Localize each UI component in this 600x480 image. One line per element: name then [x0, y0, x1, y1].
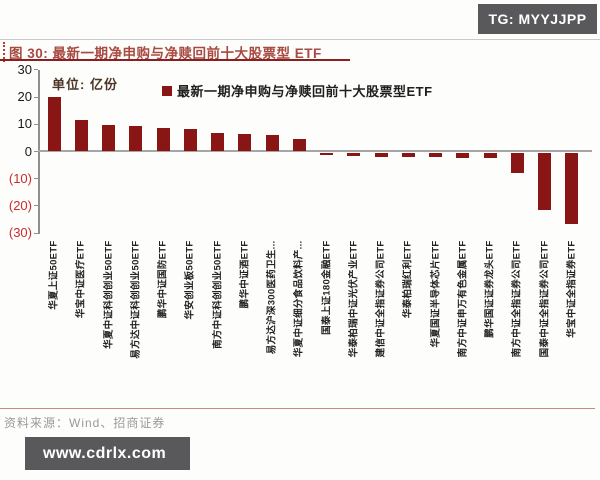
site-watermark-badge: www.cdrlx.com: [25, 437, 190, 470]
y-axis-line: [38, 70, 40, 234]
tg-watermark-badge: TG: MYYJJPP: [478, 4, 597, 34]
category-label: 华宝中证医疗ETF: [75, 240, 87, 318]
category-label: 华宝中证全指证券ETF: [566, 240, 578, 338]
bar: [156, 127, 170, 151]
bar: [429, 153, 443, 158]
category-label: 鹏华国证证券龙头ETF: [484, 240, 496, 338]
category-label: 国泰上证180金融ETF: [321, 240, 333, 335]
category-label: 华夏中证科创创业50ETF: [103, 240, 115, 349]
chart-unit-label: 单位: 亿份: [52, 77, 118, 92]
category-label: 南方中证申万有色金属ETF: [457, 240, 469, 357]
bar: [292, 139, 306, 151]
y-tick-mark: [34, 123, 38, 125]
category-label: 建信中证全指证券公司ETF: [375, 240, 387, 357]
chart-legend: 最新一期净申购与净赎回前十大股票型ETF: [162, 81, 433, 100]
y-tick-label: (20): [8, 197, 32, 213]
bar: [238, 133, 252, 151]
title-underline: [0, 59, 350, 61]
y-tick-mark: [34, 151, 38, 152]
footer-divider: [0, 408, 595, 409]
y-tick-label: 0: [24, 143, 32, 159]
bar: [129, 126, 143, 151]
y-tick-label: 20: [17, 89, 32, 105]
bar: [483, 153, 497, 158]
bar: [102, 125, 116, 151]
y-tick-mark: [34, 96, 38, 98]
figure-title: 图 30: 最新一期净申购与净赎回前十大股票型 ETF: [3, 42, 563, 62]
bar: [456, 153, 470, 158]
y-tick-label: (30): [8, 225, 32, 241]
bar: [510, 153, 524, 173]
category-label: 易方达沪深300医药卫生...: [266, 240, 278, 354]
bar: [374, 153, 388, 157]
bar: [47, 96, 61, 151]
category-label: 易方达中证科创创业50ETF: [130, 240, 142, 359]
category-label: 鹏华中证酒ETF: [239, 240, 251, 308]
bar: [265, 134, 279, 151]
category-label: 华夏上证50ETF: [48, 240, 60, 310]
category-label: 华夏中证细分食品饮料产...: [293, 240, 305, 357]
y-tick-mark: [34, 178, 38, 180]
bar: [538, 153, 552, 211]
category-label: 华泰柏瑞中证光伏产业ETF: [348, 240, 360, 357]
bar: [183, 129, 197, 151]
data-source-note: 资料来源：Wind、招商证券: [4, 416, 166, 430]
category-label: 华泰柏瑞红利ETF: [402, 240, 414, 318]
y-tick-label: 10: [17, 116, 32, 132]
category-label: 南方中证全指证券公司ETF: [511, 240, 523, 357]
bar: [74, 119, 88, 151]
bar: [320, 153, 334, 156]
y-tick-label: 30: [17, 61, 32, 77]
category-label: 鹏华中证国防ETF: [157, 240, 169, 318]
legend-label: 最新一期净申购与净赎回前十大股票型ETF: [177, 84, 433, 99]
y-tick-mark: [34, 232, 38, 234]
bar: [347, 153, 361, 156]
bar: [565, 153, 579, 224]
category-label: 华夏国证半导体芯片ETF: [430, 240, 442, 348]
category-label: 华安创业板50ETF: [184, 240, 196, 320]
bar: [401, 153, 415, 158]
category-label: 南方中证科创创业50ETF: [212, 240, 224, 349]
top-divider: [0, 39, 600, 40]
y-tick-mark: [34, 205, 38, 207]
legend-swatch-icon: [162, 85, 172, 96]
y-tick-mark: [34, 69, 38, 71]
x-axis-zero-line: [38, 150, 592, 152]
y-tick-label: (10): [8, 170, 32, 186]
category-label: 国泰中证全指证券公司ETF: [539, 240, 551, 357]
bar: [211, 132, 225, 151]
